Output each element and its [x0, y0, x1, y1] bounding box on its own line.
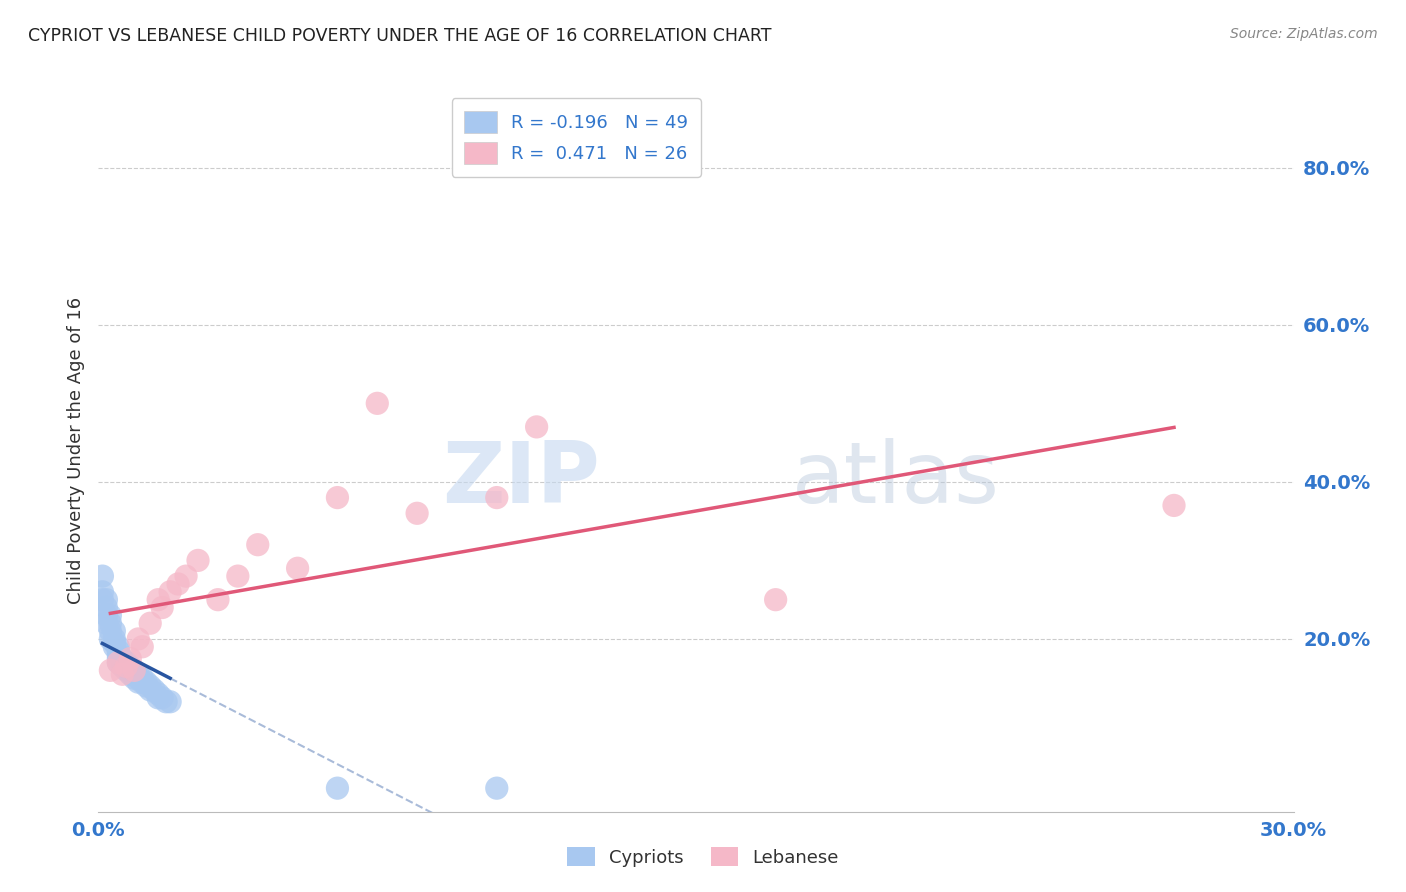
- Point: [96, 616, 118, 631]
- Text: atlas: atlas: [792, 438, 1000, 521]
- Legend: Cypriots, Lebanese: Cypriots, Lebanese: [560, 840, 846, 874]
- Point: [120, 667, 142, 681]
- Point: [98, 616, 122, 631]
- Point: [124, 667, 146, 681]
- Point: [115, 656, 138, 670]
- Point: [103, 624, 125, 639]
- Point: [96, 600, 118, 615]
- Point: [98, 624, 122, 639]
- Point: [111, 667, 134, 681]
- Point: [115, 659, 138, 673]
- Point: [765, 592, 787, 607]
- Point: [115, 659, 138, 673]
- Point: [150, 600, 173, 615]
- Point: [115, 664, 138, 678]
- Point: [103, 636, 125, 650]
- Point: [98, 664, 122, 678]
- Point: [111, 656, 134, 670]
- Point: [155, 695, 177, 709]
- Point: [107, 651, 129, 665]
- Point: [120, 664, 142, 678]
- Point: [127, 632, 149, 646]
- Point: [143, 683, 166, 698]
- Point: [485, 781, 508, 796]
- Point: [120, 651, 142, 665]
- Point: [107, 648, 129, 662]
- Point: [326, 781, 349, 796]
- Point: [127, 675, 149, 690]
- Point: [107, 644, 129, 658]
- Text: Source: ZipAtlas.com: Source: ZipAtlas.com: [1230, 27, 1378, 41]
- Point: [103, 640, 125, 654]
- Point: [98, 632, 122, 646]
- Point: [124, 664, 146, 678]
- Point: [131, 671, 153, 685]
- Point: [96, 592, 118, 607]
- Point: [167, 577, 190, 591]
- Point: [287, 561, 309, 575]
- Point: [124, 671, 146, 685]
- Legend: R = -0.196   N = 49, R =  0.471   N = 26: R = -0.196 N = 49, R = 0.471 N = 26: [451, 98, 702, 177]
- Point: [366, 396, 388, 410]
- Point: [226, 569, 249, 583]
- Point: [107, 640, 129, 654]
- Point: [131, 675, 153, 690]
- Point: [111, 651, 134, 665]
- Point: [131, 640, 153, 654]
- Point: [120, 659, 142, 673]
- Point: [1163, 499, 1185, 513]
- Point: [139, 679, 162, 693]
- Point: [91, 592, 114, 607]
- Point: [127, 667, 149, 681]
- Point: [139, 616, 162, 631]
- Text: CYPRIOT VS LEBANESE CHILD POVERTY UNDER THE AGE OF 16 CORRELATION CHART: CYPRIOT VS LEBANESE CHILD POVERTY UNDER …: [28, 27, 772, 45]
- Point: [135, 675, 157, 690]
- Point: [107, 656, 129, 670]
- Point: [485, 491, 508, 505]
- Point: [246, 538, 269, 552]
- Point: [159, 695, 181, 709]
- Y-axis label: Child Poverty Under the Age of 16: Child Poverty Under the Age of 16: [66, 297, 84, 604]
- Point: [96, 608, 118, 623]
- Point: [174, 569, 197, 583]
- Point: [135, 679, 157, 693]
- Point: [159, 584, 181, 599]
- Point: [124, 664, 146, 678]
- Point: [187, 553, 209, 567]
- Point: [207, 592, 229, 607]
- Point: [107, 656, 129, 670]
- Point: [148, 592, 170, 607]
- Point: [91, 569, 114, 583]
- Point: [148, 687, 170, 701]
- Point: [111, 659, 134, 673]
- Point: [103, 632, 125, 646]
- Point: [406, 506, 429, 520]
- Point: [139, 683, 162, 698]
- Point: [127, 671, 149, 685]
- Point: [150, 690, 173, 705]
- Point: [98, 608, 122, 623]
- Point: [526, 420, 548, 434]
- Text: ZIP: ZIP: [443, 438, 600, 521]
- Point: [148, 690, 170, 705]
- Point: [326, 491, 349, 505]
- Point: [91, 584, 114, 599]
